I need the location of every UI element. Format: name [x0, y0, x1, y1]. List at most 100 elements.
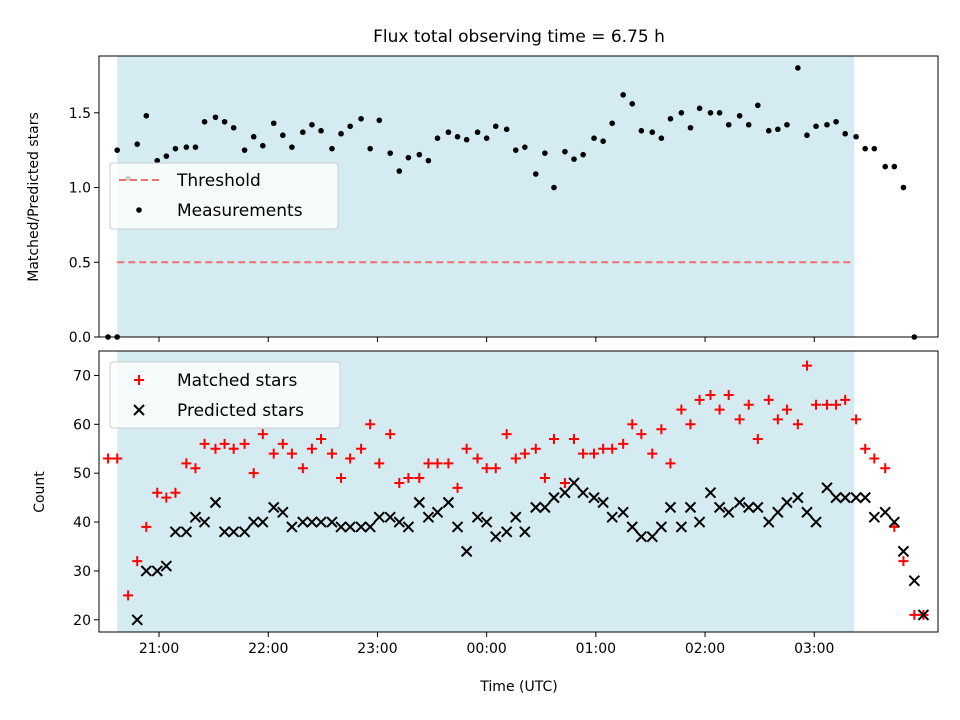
- measurement-point: [765, 127, 772, 134]
- predicted-star-point: [277, 506, 289, 518]
- matched-star-point: [103, 453, 114, 464]
- matched-star-point: [705, 389, 716, 400]
- predicted-star-point: [626, 521, 638, 533]
- matched-star-point: [461, 443, 472, 454]
- matched-star-point: [694, 394, 705, 405]
- matched-star-point: [656, 424, 667, 435]
- predicted-star-point: [227, 526, 240, 538]
- x-tick-label: 02:00: [685, 641, 725, 657]
- measurement-point: [900, 184, 907, 191]
- matched-star-point: [132, 556, 143, 567]
- predicted-star-point: [326, 516, 338, 528]
- measurement-point: [114, 147, 120, 153]
- predicted-star-point: [431, 506, 444, 518]
- measurement-point: [492, 123, 499, 130]
- measurement-point: [503, 126, 510, 133]
- measurement-point: [542, 150, 548, 156]
- predicted-star-point: [559, 487, 571, 499]
- predicted-star-point: [131, 614, 143, 626]
- matched-star-point: [385, 429, 396, 440]
- measurement-point: [376, 117, 383, 124]
- matched-star-point: [539, 473, 550, 484]
- predicted-star-point: [384, 511, 396, 523]
- measurement-point: [300, 129, 306, 136]
- y-tick-label: 30: [73, 564, 91, 580]
- matched-star-point: [880, 463, 891, 474]
- predicted-star-point: [413, 496, 426, 509]
- legend-measurements-swatch: [136, 207, 142, 213]
- predicted-star-point: [548, 491, 560, 504]
- measurement-point: [280, 132, 286, 139]
- matched-star-point: [297, 463, 308, 474]
- predicted-star-point: [373, 511, 385, 523]
- bottom-axes-frame: [98, 350, 939, 633]
- matched-star-point: [851, 414, 862, 425]
- predicted-star-point: [763, 516, 775, 528]
- measurement-point: [755, 102, 761, 109]
- measurement-point: [678, 109, 685, 116]
- measurement-point: [154, 157, 161, 164]
- matched-star-point: [763, 394, 774, 405]
- measurement-point: [358, 115, 364, 122]
- measurement-point: [289, 144, 295, 150]
- y-tick-label: 20: [73, 613, 91, 629]
- matched-star-point: [490, 463, 501, 474]
- measurement-point: [716, 109, 723, 116]
- legend-predicted-swatch: [133, 404, 145, 416]
- measurement-point: [638, 127, 645, 134]
- measurement-point: [425, 157, 432, 164]
- measurement-point: [824, 121, 830, 128]
- matched-star-point: [365, 419, 376, 430]
- x-axis-label: Time (UTC): [479, 679, 557, 695]
- measurement-point: [609, 120, 616, 127]
- matched-star-point: [501, 429, 512, 440]
- matched-star-point: [743, 399, 754, 410]
- matched-star-point: [123, 590, 134, 601]
- bottom-legend: Matched stars Predicted stars: [109, 361, 341, 429]
- x-tick-label: 01:00: [576, 641, 616, 657]
- matched-star-point: [869, 453, 880, 464]
- y-tick-label: 1.0: [69, 181, 91, 197]
- measurement-point: [813, 123, 819, 130]
- predicted-star-point: [344, 521, 356, 533]
- legend-matched-label: Matched stars: [177, 371, 297, 391]
- matched-star-point: [316, 433, 327, 444]
- bottom-legend-box: [109, 361, 341, 429]
- measurement-point: [250, 133, 257, 140]
- predicted-star-point: [617, 506, 629, 518]
- predicted-star-point: [684, 501, 697, 514]
- matched-star-point: [801, 360, 812, 371]
- measurement-point: [172, 145, 179, 152]
- predicted-star-point: [606, 511, 618, 523]
- predicted-star-point: [908, 574, 921, 587]
- predicted-star-point: [198, 516, 211, 528]
- measurement-point: [696, 105, 703, 112]
- y-tick-label: 50: [73, 466, 91, 482]
- measurement-point: [367, 145, 373, 152]
- measurement-point: [192, 144, 199, 150]
- matched-star-point: [569, 433, 580, 444]
- matched-star-point: [781, 404, 792, 415]
- predicted-star-point: [743, 501, 755, 514]
- matched-star-point: [336, 473, 347, 484]
- predicted-star-point: [306, 516, 318, 528]
- matched-star-point: [190, 463, 201, 474]
- measurement-point: [804, 132, 810, 139]
- matched-star-point: [821, 399, 832, 410]
- measurement-point: [454, 133, 461, 140]
- predicted-star-point: [722, 506, 735, 518]
- measurement-point: [551, 184, 557, 191]
- predicted-star-point: [218, 526, 231, 538]
- measurement-point: [532, 171, 539, 177]
- measurement-point: [396, 168, 403, 174]
- predicted-star-point: [169, 526, 182, 538]
- predicted-star-point: [539, 501, 551, 514]
- measurement-point: [522, 144, 528, 150]
- measurement-point: [434, 135, 441, 142]
- measurement-point: [580, 151, 586, 158]
- measurement-point: [512, 147, 519, 153]
- measurement-point: [230, 124, 237, 131]
- predicted-star-point: [850, 491, 862, 504]
- measurement-point: [600, 138, 606, 144]
- predicted-star-point: [151, 565, 163, 577]
